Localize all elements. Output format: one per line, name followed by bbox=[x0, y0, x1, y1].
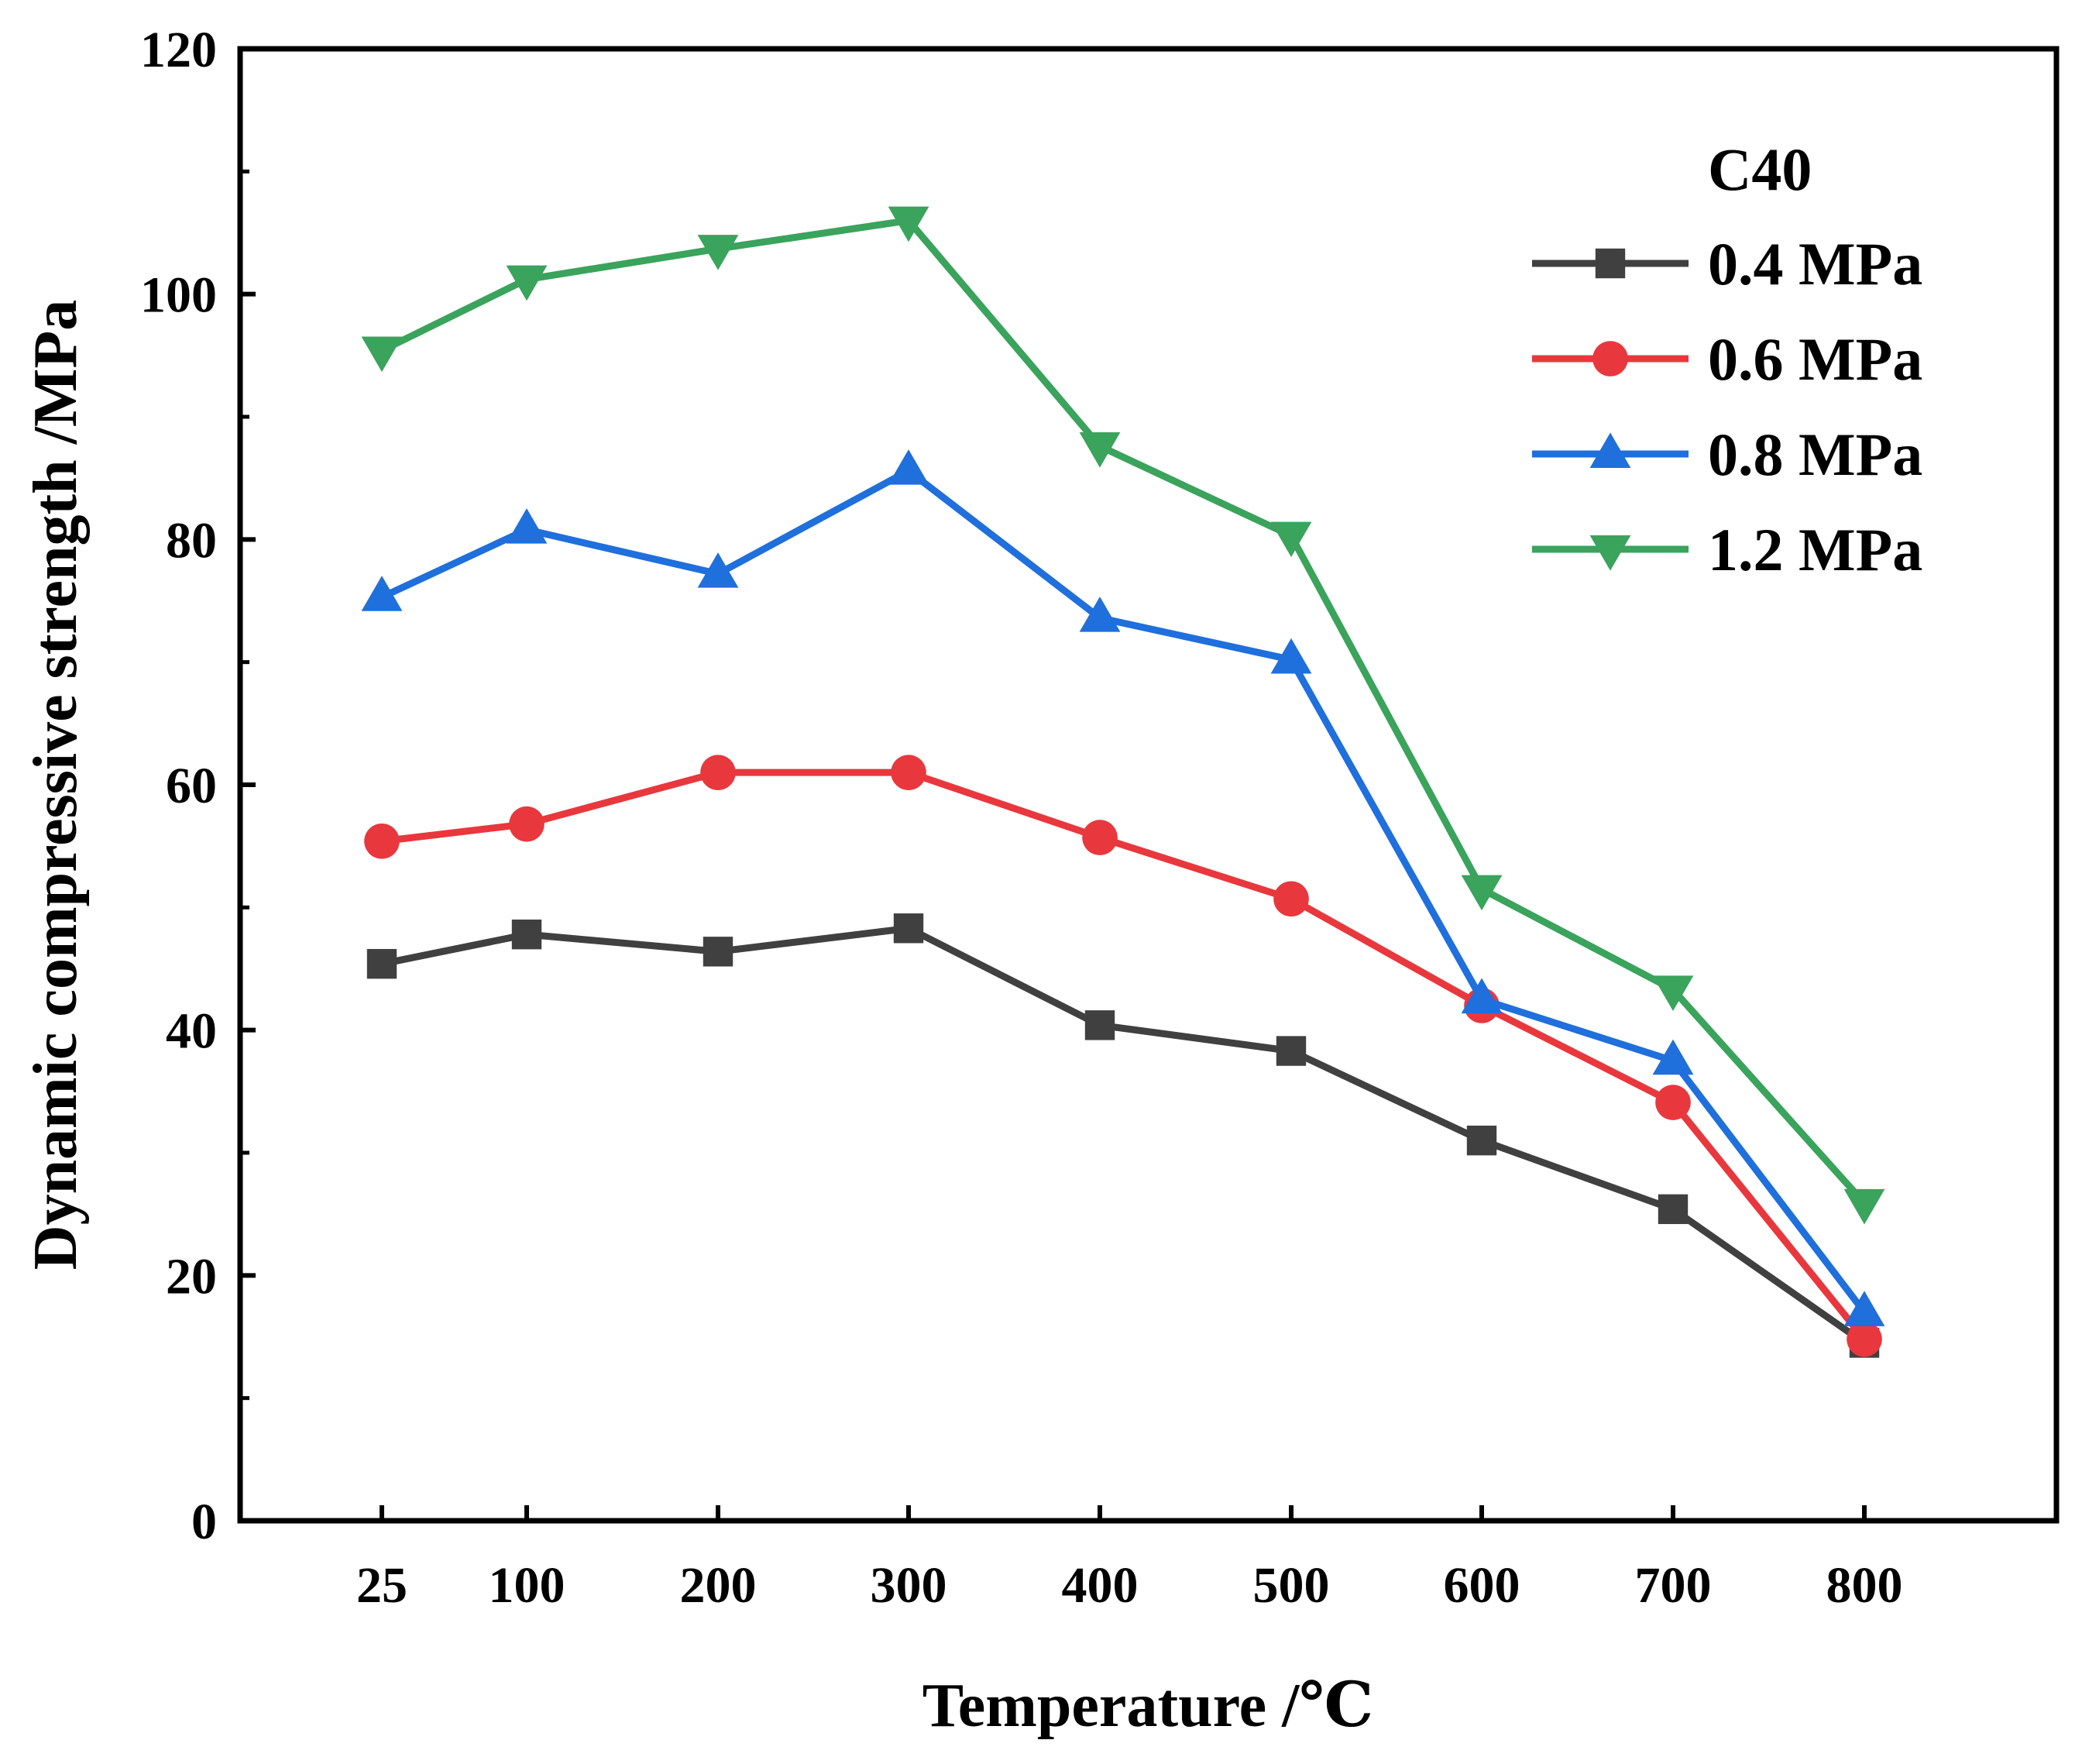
data-point bbox=[1843, 1188, 1885, 1225]
data-point bbox=[1079, 432, 1121, 468]
y-tick-label: 100 bbox=[140, 267, 217, 324]
y-tick-label: 60 bbox=[166, 758, 217, 814]
legend-item: 1.2 MPa bbox=[1532, 516, 1922, 583]
data-point bbox=[1270, 638, 1312, 674]
x-tick-label: 700 bbox=[1635, 1557, 1712, 1614]
data-point bbox=[1461, 875, 1503, 911]
data-point bbox=[891, 755, 926, 790]
data-point bbox=[893, 913, 924, 944]
series-0-4-mpa bbox=[366, 913, 1880, 1358]
y-tick-label: 80 bbox=[166, 512, 217, 569]
legend-item: 0.6 MPa bbox=[1532, 325, 1922, 393]
x-tick-label: 300 bbox=[871, 1557, 947, 1614]
y-tick-label: 0 bbox=[191, 1494, 217, 1550]
axes: 0 20 40 60 80 100 120 25 100 200 300 400 500 600 700 80… bbox=[140, 22, 2060, 1614]
data-point bbox=[1082, 820, 1118, 855]
legend-marker bbox=[1589, 432, 1631, 468]
legend: C40 0.4 MPa 0.6 MPa 0.8 MPa 1.2 MPa bbox=[1532, 136, 1922, 583]
data-point bbox=[364, 824, 400, 859]
data-point bbox=[697, 552, 739, 588]
legend-item: 0.8 MPa bbox=[1532, 421, 1922, 488]
legend-marker bbox=[1595, 248, 1626, 279]
data-point bbox=[697, 235, 739, 270]
data-point bbox=[1084, 1010, 1115, 1040]
data-point bbox=[1843, 1291, 1885, 1326]
series-0-8-mpa bbox=[361, 449, 1885, 1326]
y-tick-label: 20 bbox=[166, 1248, 217, 1305]
x-tick-label: 25 bbox=[356, 1557, 407, 1614]
legend-label: 0.8 MPa bbox=[1708, 421, 1922, 488]
x-tick-label: 200 bbox=[680, 1557, 757, 1614]
data-point bbox=[700, 755, 736, 790]
x-tick-label: 100 bbox=[489, 1557, 565, 1614]
data-point bbox=[506, 265, 548, 301]
legend-marker bbox=[1592, 341, 1628, 377]
series-layer bbox=[361, 206, 1885, 1358]
data-point bbox=[1658, 1194, 1689, 1225]
x-axis-title: Temperature /℃ bbox=[922, 1672, 1373, 1740]
legend-label: 1.2 MPa bbox=[1708, 516, 1922, 583]
data-point bbox=[1461, 978, 1503, 1014]
legend-marker bbox=[1589, 535, 1631, 571]
legend-label: 0.6 MPa bbox=[1708, 325, 1922, 393]
data-point bbox=[1276, 1036, 1307, 1066]
data-point bbox=[1655, 1085, 1691, 1120]
y-tick-label: 120 bbox=[140, 22, 217, 78]
y-axis-title: Dynamic compressive strength /MPa bbox=[22, 300, 90, 1270]
data-point bbox=[703, 937, 734, 967]
x-tick-label: 400 bbox=[1062, 1557, 1139, 1614]
x-tick-label: 500 bbox=[1253, 1557, 1330, 1614]
data-point bbox=[1466, 1125, 1497, 1156]
data-point bbox=[1652, 975, 1694, 1012]
legend-label: 0.4 MPa bbox=[1708, 230, 1922, 297]
data-point bbox=[511, 919, 542, 950]
data-point bbox=[361, 336, 403, 373]
data-point bbox=[509, 806, 545, 842]
x-tick-label: 600 bbox=[1444, 1557, 1520, 1614]
legend-title: C40 bbox=[1708, 136, 1812, 203]
data-point bbox=[888, 449, 929, 485]
y-tick-label: 40 bbox=[166, 1003, 217, 1060]
data-point bbox=[1079, 597, 1121, 632]
data-point bbox=[366, 948, 397, 979]
legend-item: 0.4 MPa bbox=[1532, 230, 1922, 297]
x-tick-label: 800 bbox=[1826, 1557, 1903, 1614]
data-point bbox=[888, 206, 929, 242]
data-point bbox=[1847, 1321, 1882, 1357]
data-point bbox=[1273, 881, 1309, 917]
data-point bbox=[1652, 1039, 1694, 1075]
data-point bbox=[361, 576, 403, 611]
series-0-6-mpa bbox=[364, 755, 1882, 1357]
data-point bbox=[1270, 521, 1312, 558]
series-1-2-mpa bbox=[361, 206, 1885, 1225]
data-point bbox=[506, 508, 548, 544]
